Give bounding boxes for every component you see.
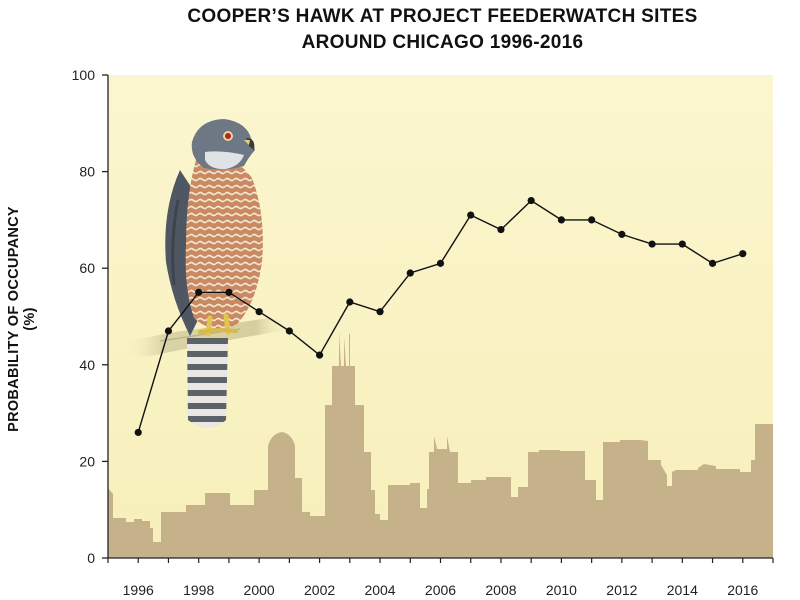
data-point [678, 240, 686, 248]
data-point [739, 250, 747, 258]
data-point [588, 216, 596, 224]
data-point [285, 327, 293, 335]
x-tick-label: 2000 [244, 582, 275, 598]
y-tick-label: 60 [79, 260, 95, 276]
chart-subtitle: AROUND CHICAGO 1996-2016 [301, 32, 584, 53]
x-tick-label: 2010 [546, 582, 577, 598]
data-point [195, 288, 203, 296]
skyline-silhouette [108, 332, 773, 558]
x-tick-label: 2008 [485, 582, 516, 598]
data-point [436, 259, 445, 267]
data-point [255, 308, 263, 316]
y-tick-label: 100 [72, 67, 96, 83]
data-point [497, 225, 505, 234]
x-tick-label: 2012 [606, 582, 637, 598]
y-tick-label: 20 [79, 453, 95, 469]
x-tick-label: 1998 [183, 582, 214, 598]
data-point [618, 230, 626, 238]
data-point [346, 298, 354, 306]
x-tick-label: 1996 [123, 582, 154, 598]
data-point [376, 308, 384, 316]
x-tick-label: 2004 [364, 582, 395, 598]
data-point [406, 269, 414, 277]
data-point [164, 327, 173, 335]
data-point [225, 288, 233, 296]
y-tick-label: 0 [87, 550, 95, 566]
data-point [648, 240, 656, 248]
x-tick-label: 2014 [667, 582, 698, 598]
data-point [134, 428, 142, 437]
chart-title: COOPER’S HAWK AT PROJECT FEEDERWATCH SIT… [187, 6, 698, 27]
data-point [315, 351, 324, 359]
data-point [527, 196, 535, 205]
x-tick-label: 2016 [727, 582, 758, 598]
y-tick-label: 40 [79, 357, 95, 373]
cooper-hawk-illustration [122, 119, 290, 428]
data-point [557, 216, 566, 224]
x-tick-label: 2002 [304, 582, 335, 598]
data-point [467, 211, 475, 219]
x-tick-label: 2006 [425, 582, 456, 598]
y-tick-label: 80 [79, 164, 95, 180]
data-point [708, 259, 717, 267]
